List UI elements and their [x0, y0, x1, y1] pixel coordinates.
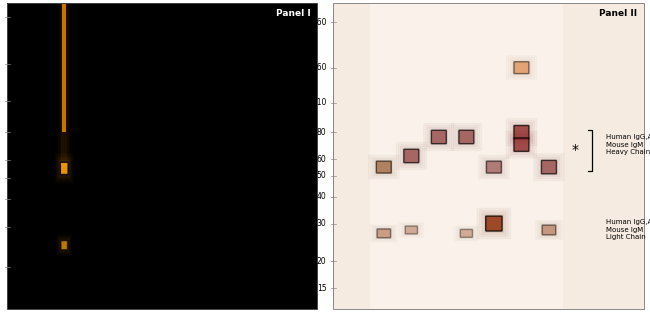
- Text: *: *: [571, 143, 578, 157]
- FancyBboxPatch shape: [515, 139, 528, 151]
- FancyBboxPatch shape: [542, 161, 556, 173]
- FancyBboxPatch shape: [541, 160, 556, 174]
- Text: 20: 20: [317, 257, 326, 266]
- Text: 40: 40: [317, 192, 326, 201]
- FancyBboxPatch shape: [515, 126, 528, 138]
- Bar: [370, 3, 563, 309]
- FancyBboxPatch shape: [432, 131, 446, 143]
- FancyBboxPatch shape: [486, 161, 501, 173]
- Bar: [60, 3, 69, 168]
- Text: Human IgG
Light Chain
~25kDa: Human IgG Light Chain ~25kDa: [270, 235, 310, 256]
- Text: Panel I: Panel I: [276, 9, 311, 18]
- Text: Human IgG,A,E,M
Mouse IgM
Heavy Chain: Human IgG,A,E,M Mouse IgM Heavy Chain: [606, 134, 650, 155]
- FancyBboxPatch shape: [486, 217, 501, 231]
- Bar: [62, 3, 66, 132]
- FancyBboxPatch shape: [60, 162, 68, 174]
- FancyBboxPatch shape: [377, 229, 391, 238]
- FancyBboxPatch shape: [514, 62, 529, 74]
- Text: 80: 80: [317, 128, 326, 137]
- Bar: [58, 3, 70, 168]
- Text: Panel II: Panel II: [599, 9, 637, 18]
- FancyBboxPatch shape: [542, 225, 556, 235]
- FancyBboxPatch shape: [514, 138, 529, 151]
- Text: 50: 50: [317, 172, 326, 180]
- Text: Human IgG
Heavy Chain
~55kDa: Human IgG Heavy Chain ~55kDa: [270, 158, 315, 179]
- FancyBboxPatch shape: [404, 150, 418, 162]
- FancyBboxPatch shape: [514, 125, 529, 139]
- Bar: [61, 3, 68, 168]
- FancyBboxPatch shape: [484, 215, 504, 232]
- Text: 15: 15: [317, 284, 326, 293]
- Text: Human IgG,A,E,M
Mouse IgM
Light Chain: Human IgG,A,E,M Mouse IgM Light Chain: [606, 219, 650, 241]
- FancyBboxPatch shape: [486, 216, 502, 231]
- Text: 30: 30: [317, 219, 326, 228]
- Text: 60: 60: [317, 154, 326, 163]
- FancyBboxPatch shape: [460, 131, 473, 143]
- FancyBboxPatch shape: [61, 241, 68, 250]
- FancyBboxPatch shape: [60, 162, 68, 174]
- Text: 260: 260: [312, 18, 326, 27]
- FancyBboxPatch shape: [404, 149, 419, 163]
- Text: 110: 110: [312, 98, 326, 107]
- FancyBboxPatch shape: [59, 160, 70, 177]
- FancyBboxPatch shape: [432, 130, 447, 144]
- FancyBboxPatch shape: [405, 226, 417, 234]
- FancyBboxPatch shape: [459, 130, 474, 144]
- FancyBboxPatch shape: [376, 161, 391, 173]
- FancyBboxPatch shape: [460, 229, 473, 237]
- FancyBboxPatch shape: [61, 241, 68, 250]
- Text: 160: 160: [312, 63, 326, 72]
